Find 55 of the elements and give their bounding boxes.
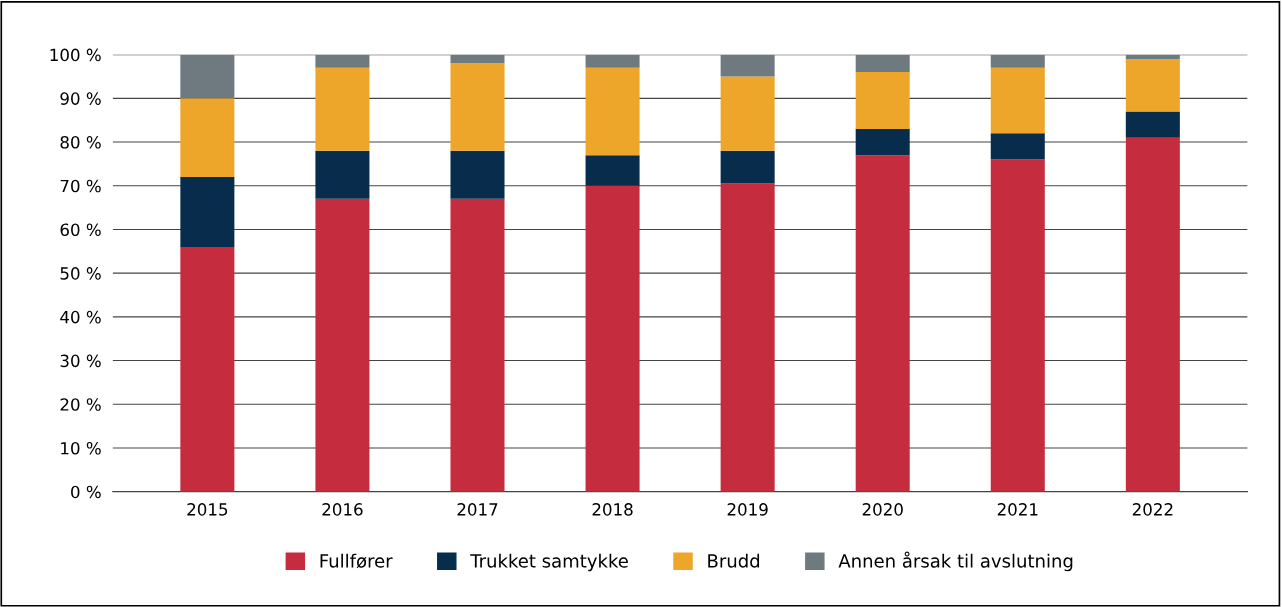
bar bbox=[990, 54, 1045, 68]
bar bbox=[855, 128, 910, 156]
bar bbox=[180, 98, 235, 177]
y-tick-label: 100 % bbox=[50, 48, 101, 62]
bar bbox=[315, 198, 370, 492]
legend-label: Trukket samtykke bbox=[470, 553, 628, 572]
bar bbox=[315, 67, 370, 151]
legend-label: Brudd bbox=[708, 553, 760, 568]
y-tick-label: 80 % bbox=[60, 136, 101, 149]
bar bbox=[315, 150, 370, 199]
y-tick-label: 60 % bbox=[60, 223, 101, 237]
x-tick-label: 2020 bbox=[862, 503, 903, 516]
y-tick-label: 40 % bbox=[60, 310, 101, 324]
bar bbox=[720, 150, 775, 184]
y-tick-label: 30 % bbox=[60, 354, 101, 368]
bar bbox=[1125, 111, 1180, 138]
bar bbox=[720, 183, 775, 492]
bar bbox=[720, 76, 775, 151]
y-tick-label: 10 % bbox=[61, 441, 101, 455]
bar bbox=[180, 54, 235, 99]
x-tick-label: 2015 bbox=[187, 503, 228, 516]
bar bbox=[450, 198, 505, 492]
bar bbox=[315, 54, 370, 68]
bar bbox=[855, 54, 910, 73]
y-tick-label: 50 % bbox=[60, 267, 101, 280]
bar bbox=[720, 54, 775, 77]
bar bbox=[450, 63, 505, 151]
bar bbox=[585, 67, 640, 156]
bar bbox=[585, 155, 640, 186]
bar bbox=[180, 246, 235, 492]
x-tick-label: 2018 bbox=[592, 503, 633, 516]
x-tick-label: 2019 bbox=[727, 503, 768, 516]
bar bbox=[1125, 137, 1180, 492]
x-tick-label: 2017 bbox=[457, 503, 498, 516]
bar bbox=[1125, 54, 1180, 59]
bar bbox=[585, 185, 640, 492]
bar bbox=[180, 177, 235, 247]
bar bbox=[450, 54, 505, 64]
bar bbox=[1125, 59, 1180, 112]
bar bbox=[855, 155, 910, 492]
legend-label: Fullfører bbox=[320, 553, 393, 569]
bar bbox=[855, 72, 910, 129]
x-tick-label: 2021 bbox=[997, 503, 1038, 516]
y-tick-label: 70 % bbox=[60, 179, 101, 193]
legend-label: Annen årsak til avslutning bbox=[838, 551, 1073, 572]
bar bbox=[585, 54, 640, 68]
y-tick-label: 0 % bbox=[71, 485, 101, 499]
bar bbox=[450, 150, 505, 199]
bar bbox=[990, 67, 1045, 134]
x-tick-label: 2022 bbox=[1132, 503, 1173, 516]
bar bbox=[990, 133, 1045, 160]
y-tick-label: 90 % bbox=[60, 92, 101, 105]
bar bbox=[990, 159, 1045, 492]
y-tick-label: 20 % bbox=[60, 398, 101, 411]
x-tick-label: 2016 bbox=[322, 503, 363, 516]
